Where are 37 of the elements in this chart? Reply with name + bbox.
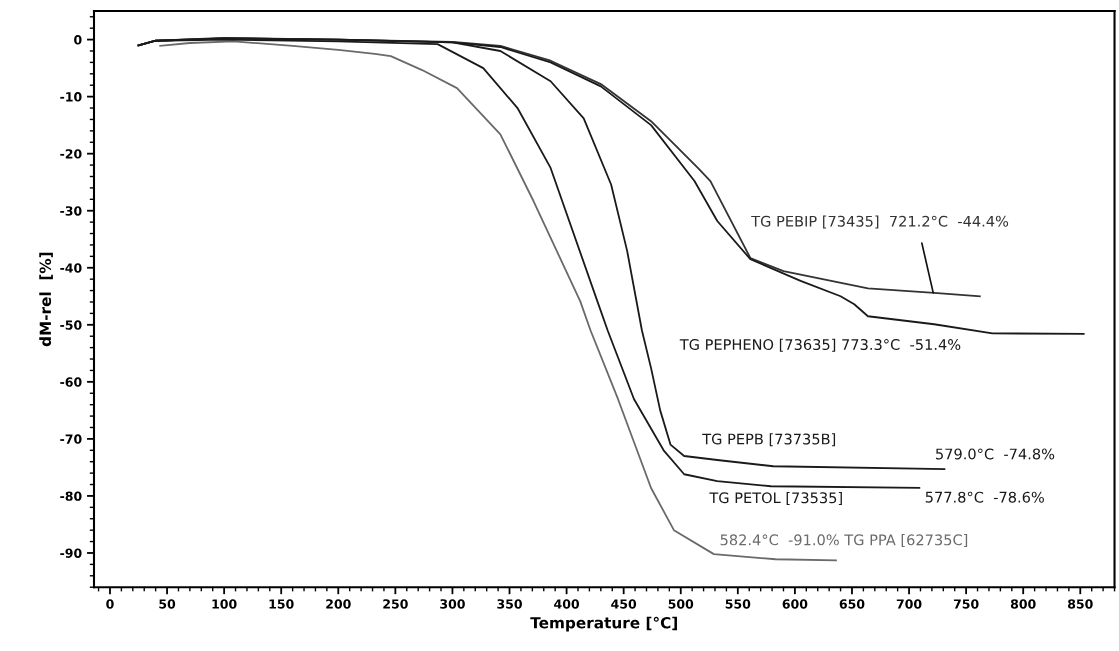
x-tick-label: 150 (269, 599, 294, 609)
x-tick-label: 450 (611, 599, 637, 609)
y-tick-label: 0 (74, 35, 82, 45)
annotation: 577.8°C -78.6% (925, 491, 1044, 503)
x-tick-label: 200 (326, 599, 351, 609)
annotation: TG PEBIP [73435] 721.2°C -44.4% (751, 215, 1009, 229)
x-tick-label: 0 (106, 599, 114, 609)
y-tick-label: -70 (60, 434, 82, 444)
annotation: TG PETOL [73535] (709, 492, 842, 505)
y-tick-label: -60 (60, 377, 82, 387)
x-tick-label: 750 (953, 599, 979, 609)
x-tick-label: 850 (1068, 599, 1093, 609)
x-tick-label: 550 (725, 599, 751, 609)
x-tick-label: 500 (668, 599, 694, 609)
annotation: 579.0°C -74.8% (936, 448, 1055, 460)
annotation: TG PEPHENO [73635] 773.3°C -51.4% (679, 338, 961, 352)
y-tick-label: -20 (60, 149, 82, 159)
x-tick-label: 650 (839, 599, 865, 609)
y-tick-label: -90 (60, 548, 82, 558)
x-axis-title: Temperature [°C] (530, 616, 677, 632)
y-tick-label: -80 (60, 491, 82, 501)
y-tick-label: -40 (60, 263, 82, 273)
annotation: TG PEPB [73735B] (702, 433, 836, 447)
x-tick-label: 50 (159, 599, 176, 609)
x-tick-label: 400 (554, 599, 580, 609)
annotation: 582.4°C -91.0% TG PPA [62735C] (720, 534, 968, 548)
x-tick-label: 350 (497, 599, 522, 609)
y-axis-title: dM-rel [%] (39, 252, 53, 347)
x-tick-label: 800 (1010, 599, 1036, 609)
y-tick-label: -10 (60, 92, 82, 102)
x-tick-label: 700 (896, 599, 922, 609)
y-tick-label: -30 (60, 206, 82, 216)
x-tick-label: 600 (782, 599, 808, 609)
x-tick-label: 250 (383, 599, 408, 609)
x-tick-label: 100 (212, 599, 237, 609)
y-tick-label: -50 (60, 320, 82, 330)
x-tick-label: 300 (440, 599, 465, 609)
